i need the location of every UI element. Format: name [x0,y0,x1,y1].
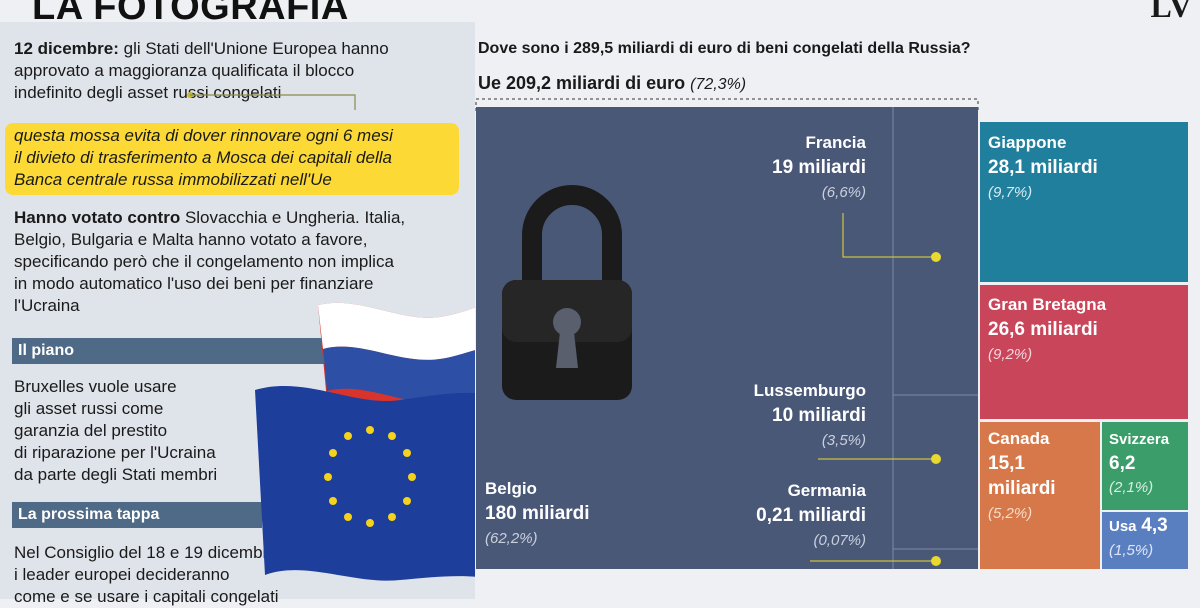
eu-flag-icon [255,385,500,581]
tappa-text: Nel Consiglio del 18 e 19 dicembre, [14,543,283,562]
ue-total-pct: (72,3%) [690,76,747,93]
label-svizzera-name: Svizzera [1109,431,1170,448]
label-germania-name: Germania [787,481,866,500]
label-canada-value: 15,1 [988,453,1025,474]
intro-text: indefinito degli asset russi congelati [14,83,282,102]
tappa-paragraph: Nel Consiglio del 18 e 19 dicembre, i le… [14,542,282,608]
tile-usa [1102,512,1188,569]
highlight-text: Banca centrale russa immobilizzati nell'… [14,170,332,189]
vote-text: Slovacchia e Ungheria. Italia, [180,208,406,227]
label-usa-name: Usa [1109,518,1137,535]
label-francia: Francia 19 miliardi (6,6%) [772,130,866,205]
label-lussemburgo-name: Lussemburgo [753,381,866,400]
intro-text: approvato a maggioranza qualificata il b… [14,61,355,80]
label-giappone-pct: (9,7%) [988,184,1033,201]
label-germania-value: 0,21 miliardi [756,505,866,526]
leader-dot-francia [931,252,941,262]
label-giappone-name: Giappone [988,133,1067,152]
piano-text: garanzia del prestito [14,421,168,440]
label-canada-pct: (5,2%) [988,505,1033,522]
vote-text: in modo automatico l'uso dei beni per fi… [14,274,374,293]
piano-text: di riparazione per l'Ucraina [14,443,216,462]
section-title-piano: Il piano [12,338,332,364]
eu-stars-icon [324,426,416,527]
label-canada-unit: miliardi [988,478,1056,499]
label-gran-bretagna-pct: (9,2%) [988,346,1033,363]
label-lussemburgo: Lussemburgo 10 miliardi (3,5%) [754,378,866,453]
piano-text: gli asset russi come [14,399,164,418]
label-usa: Usa 4,3 (1,5%) [1109,514,1168,563]
label-lussemburgo-value: 10 miliardi [772,405,866,426]
padlock-icon [502,185,632,400]
ue-total-value: Ue 209,2 miliardi di euro [478,73,686,93]
label-belgio-pct: (62,2%) [485,530,538,547]
label-belgio-value: 180 miliardi [485,503,590,524]
tappa-text: i leader europei decideranno [14,565,230,584]
piano-text: Bruxelles vuole usare [14,377,177,396]
label-germania: Germania 0,21 miliardi (0,07%) [756,478,866,553]
tile-canada [980,422,1100,569]
vote-text: l'Ucraina [14,296,80,315]
leader-francia [842,213,936,258]
ue-total-label: Ue 209,2 miliardi di euro (72,3%) [478,73,746,94]
callout-line [187,92,356,110]
highlight-box: questa mossa evita di dover rinnovare og… [5,123,459,195]
label-gran-bretagna-name: Gran Bretagna [988,295,1107,314]
label-francia-value: 19 miliardi [772,157,866,178]
label-francia-pct: (6,6%) [821,184,866,201]
label-giappone-value: 28,1 miliardi [988,157,1098,178]
intro-paragraph: 12 dicembre: gli Stati dell'Unione Europ… [14,38,389,104]
label-svizzera: Svizzera 6,2 (2,1%) [1109,428,1169,500]
highlight-text: il divieto di trasferimento a Mosca dei … [14,148,392,167]
label-belgio-name: Belgio [485,479,537,498]
label-francia-name: Francia [805,133,866,152]
chart-question: Dove sono i 289,5 miliardi di euro di be… [478,40,971,57]
label-gran-bretagna-value: 26,6 miliardi [988,319,1098,340]
label-canada-name: Canada [988,429,1050,448]
tile-giappone [980,122,1188,282]
piano-paragraph: Bruxelles vuole usare gli asset russi co… [14,376,217,486]
intro-date: 12 dicembre: [14,39,119,58]
tile-gran-bretagna [980,285,1188,419]
piano-text: da parte degli Stati membri [14,465,218,484]
label-usa-value: 4,3 [1141,515,1168,536]
label-gran-bretagna: Gran Bretagna 26,6 miliardi (9,2%) [988,292,1106,367]
section-title-tappa: La prossima tappa [12,502,262,528]
tile-svizzera [1102,422,1188,510]
flags-illustration [255,302,505,581]
logo: LV [1150,0,1192,24]
leader-dot-germania [931,556,941,566]
vote-text: specificando però che il congelamento no… [14,252,394,271]
label-usa-pct: (1,5%) [1109,542,1154,559]
label-giappone: Giappone 28,1 miliardi (9,7%) [988,130,1098,205]
intro-text: gli Stati dell'Unione Europea hanno [118,39,389,58]
label-belgio: Belgio 180 miliardi (62,2%) [485,476,590,551]
label-lussemburgo-pct: (3,5%) [821,432,866,449]
vote-text: Belgio, Bulgaria e Malta hanno votato a … [14,230,368,249]
label-germania-pct: (0,07%) [813,532,866,549]
label-svizzera-pct: (2,1%) [1109,479,1154,496]
label-svizzera-value: 6,2 [1109,453,1136,474]
label-canada: Canada 15,1 miliardi (5,2%) [988,426,1056,526]
leader-dot-lussemburgo [931,454,941,464]
highlight-text: questa mossa evita di dover rinnovare og… [14,126,393,145]
vote-heading: Hanno votato contro [14,208,181,227]
vote-paragraph: Hanno votato contro Slovacchia e Ungheri… [14,207,405,317]
